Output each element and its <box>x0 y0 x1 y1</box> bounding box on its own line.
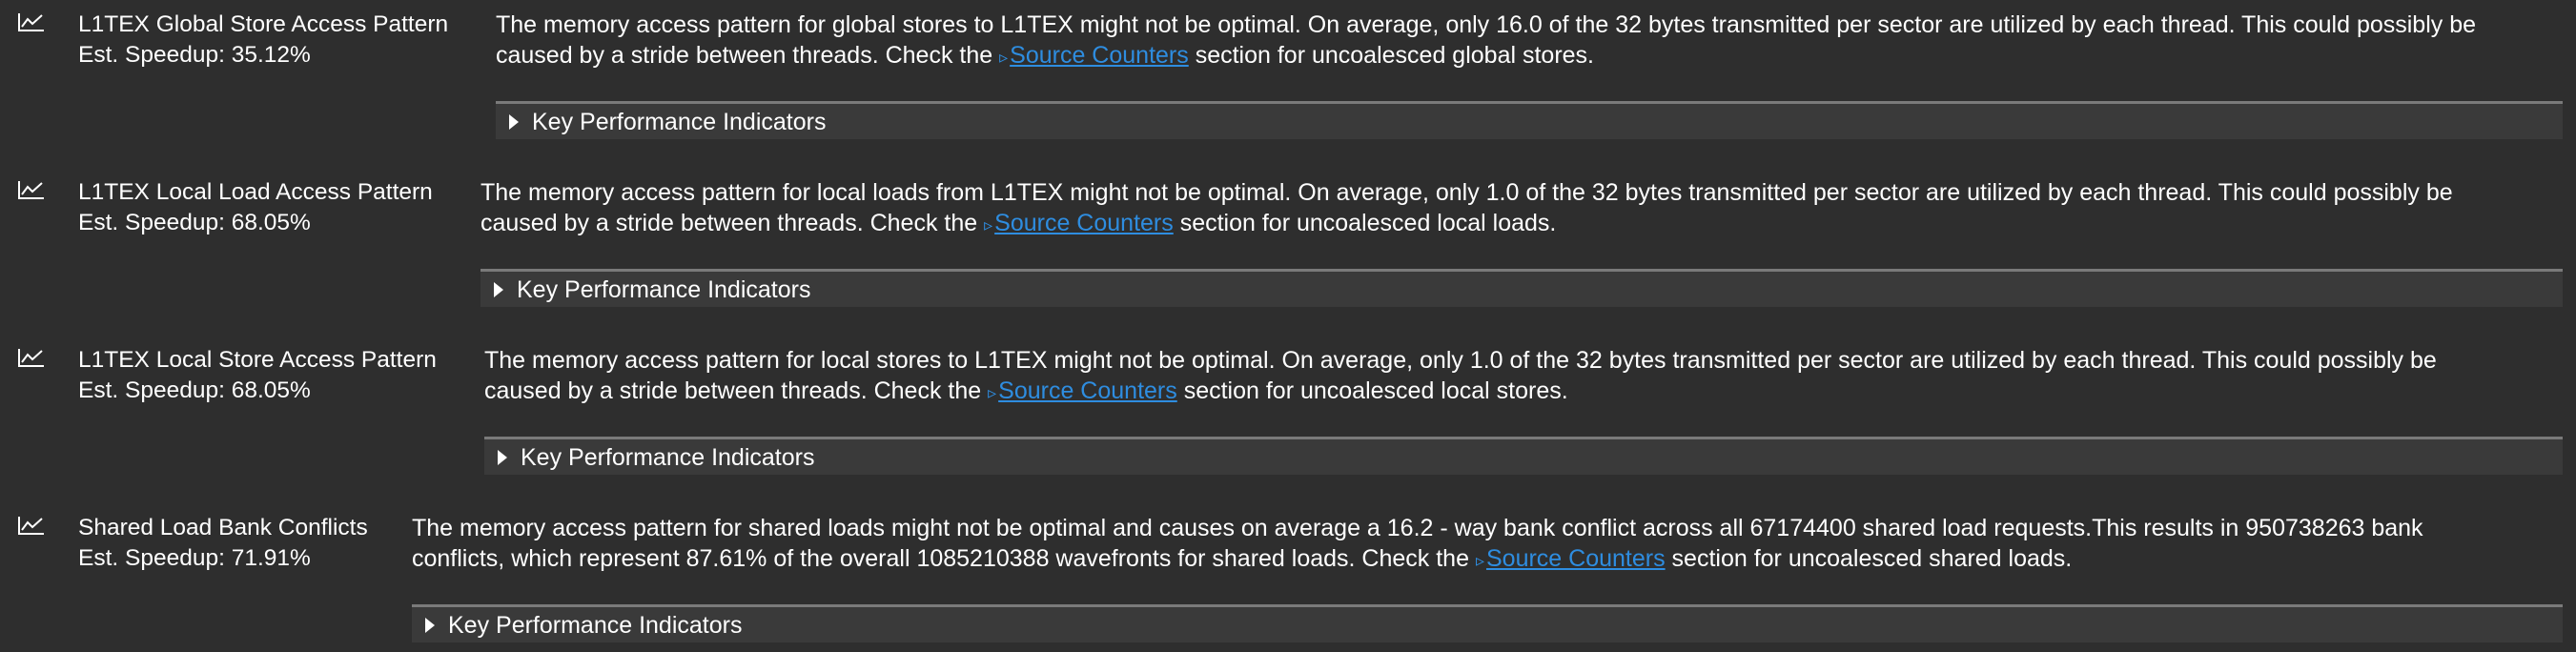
rule-title: L1TEX Global Store Access Pattern <box>78 10 448 40</box>
rule-description-line1: The memory access pattern for local stor… <box>484 345 2563 376</box>
kpi-section-toggle[interactable]: Key Performance Indicators <box>496 101 2563 139</box>
kpi-section-toggle[interactable]: Key Performance Indicators <box>480 269 2563 307</box>
rule-text: section for uncoalesced global stores. <box>1189 42 1594 69</box>
rule-text: conflicts, which represent 87.61% of the… <box>412 545 1476 572</box>
caret-right-icon <box>509 114 519 130</box>
kpi-label: Key Performance Indicators <box>521 442 814 473</box>
source-counters-link[interactable]: ▹Source Counters <box>1476 545 1666 572</box>
rule-speedup: Est. Speedup: 68.05% <box>78 376 311 406</box>
rule-text: caused by a stride between threads. Chec… <box>484 377 988 404</box>
rule-text: caused by a stride between threads. Chec… <box>480 210 984 236</box>
kpi-section-toggle[interactable]: Key Performance Indicators <box>412 604 2563 642</box>
rule-local-store-access-pattern: L1TEX Local Store Access Pattern Est. Sp… <box>0 336 2576 503</box>
rule-description-line1: The memory access pattern for global sto… <box>496 10 2563 40</box>
rule-description: The memory access pattern for local load… <box>480 177 2563 240</box>
source-counters-link[interactable]: ▹Source Counters <box>984 210 1174 236</box>
rule-speedup: Est. Speedup: 35.12% <box>78 40 311 71</box>
rule-text: section for uncoalesced local stores. <box>1177 377 1568 404</box>
kpi-section-toggle[interactable]: Key Performance Indicators <box>484 437 2563 475</box>
kpi-label: Key Performance Indicators <box>448 610 742 641</box>
line-chart-icon <box>17 515 46 536</box>
rule-description-line1: The memory access pattern for local load… <box>480 177 2563 208</box>
link-arrow-icon: ▹ <box>984 210 992 240</box>
rule-description-line2: caused by a stride between threads. Chec… <box>484 376 2563 408</box>
rule-speedup: Est. Speedup: 68.05% <box>78 208 311 238</box>
kpi-label: Key Performance Indicators <box>532 107 826 137</box>
line-chart-icon <box>17 347 46 368</box>
rule-description: The memory access pattern for shared loa… <box>412 513 2563 576</box>
rule-title: L1TEX Local Store Access Pattern <box>78 345 437 376</box>
rule-description: The memory access pattern for local stor… <box>484 345 2563 408</box>
rule-description: The memory access pattern for global sto… <box>496 10 2563 72</box>
rule-description-line2: conflicts, which represent 87.61% of the… <box>412 543 2563 576</box>
rule-description-line1: The memory access pattern for shared loa… <box>412 513 2563 543</box>
rule-text: caused by a stride between threads. Chec… <box>496 42 999 69</box>
kpi-label: Key Performance Indicators <box>517 275 810 305</box>
rule-shared-load-bank-conflicts: Shared Load Bank Conflicts Est. Speedup:… <box>0 503 2576 652</box>
caret-right-icon <box>498 450 507 465</box>
link-arrow-icon: ▹ <box>988 377 996 408</box>
link-text: Source Counters <box>998 377 1177 404</box>
rule-title: L1TEX Local Load Access Pattern <box>78 177 433 208</box>
link-arrow-icon: ▹ <box>999 42 1008 72</box>
caret-right-icon <box>425 618 435 633</box>
rule-text: section for uncoalesced local loads. <box>1174 210 1557 236</box>
link-text: Source Counters <box>994 210 1174 236</box>
link-text: Source Counters <box>1010 42 1189 69</box>
caret-right-icon <box>494 282 503 297</box>
rule-text: section for uncoalesced shared loads. <box>1666 545 2073 572</box>
rule-speedup: Est. Speedup: 71.91% <box>78 543 311 574</box>
line-chart-icon <box>17 179 46 200</box>
link-arrow-icon: ▹ <box>1476 545 1484 576</box>
rule-local-load-access-pattern: L1TEX Local Load Access Pattern Est. Spe… <box>0 168 2576 336</box>
rule-description-line2: caused by a stride between threads. Chec… <box>480 208 2563 240</box>
rule-global-store-access-pattern: L1TEX Global Store Access Pattern Est. S… <box>0 0 2576 168</box>
source-counters-link[interactable]: ▹Source Counters <box>999 42 1189 69</box>
rule-title: Shared Load Bank Conflicts <box>78 513 368 543</box>
line-chart-icon <box>17 11 46 32</box>
link-text: Source Counters <box>1486 545 1666 572</box>
source-counters-link[interactable]: ▹Source Counters <box>988 377 1177 404</box>
rule-description-line2: caused by a stride between threads. Chec… <box>496 40 2563 72</box>
